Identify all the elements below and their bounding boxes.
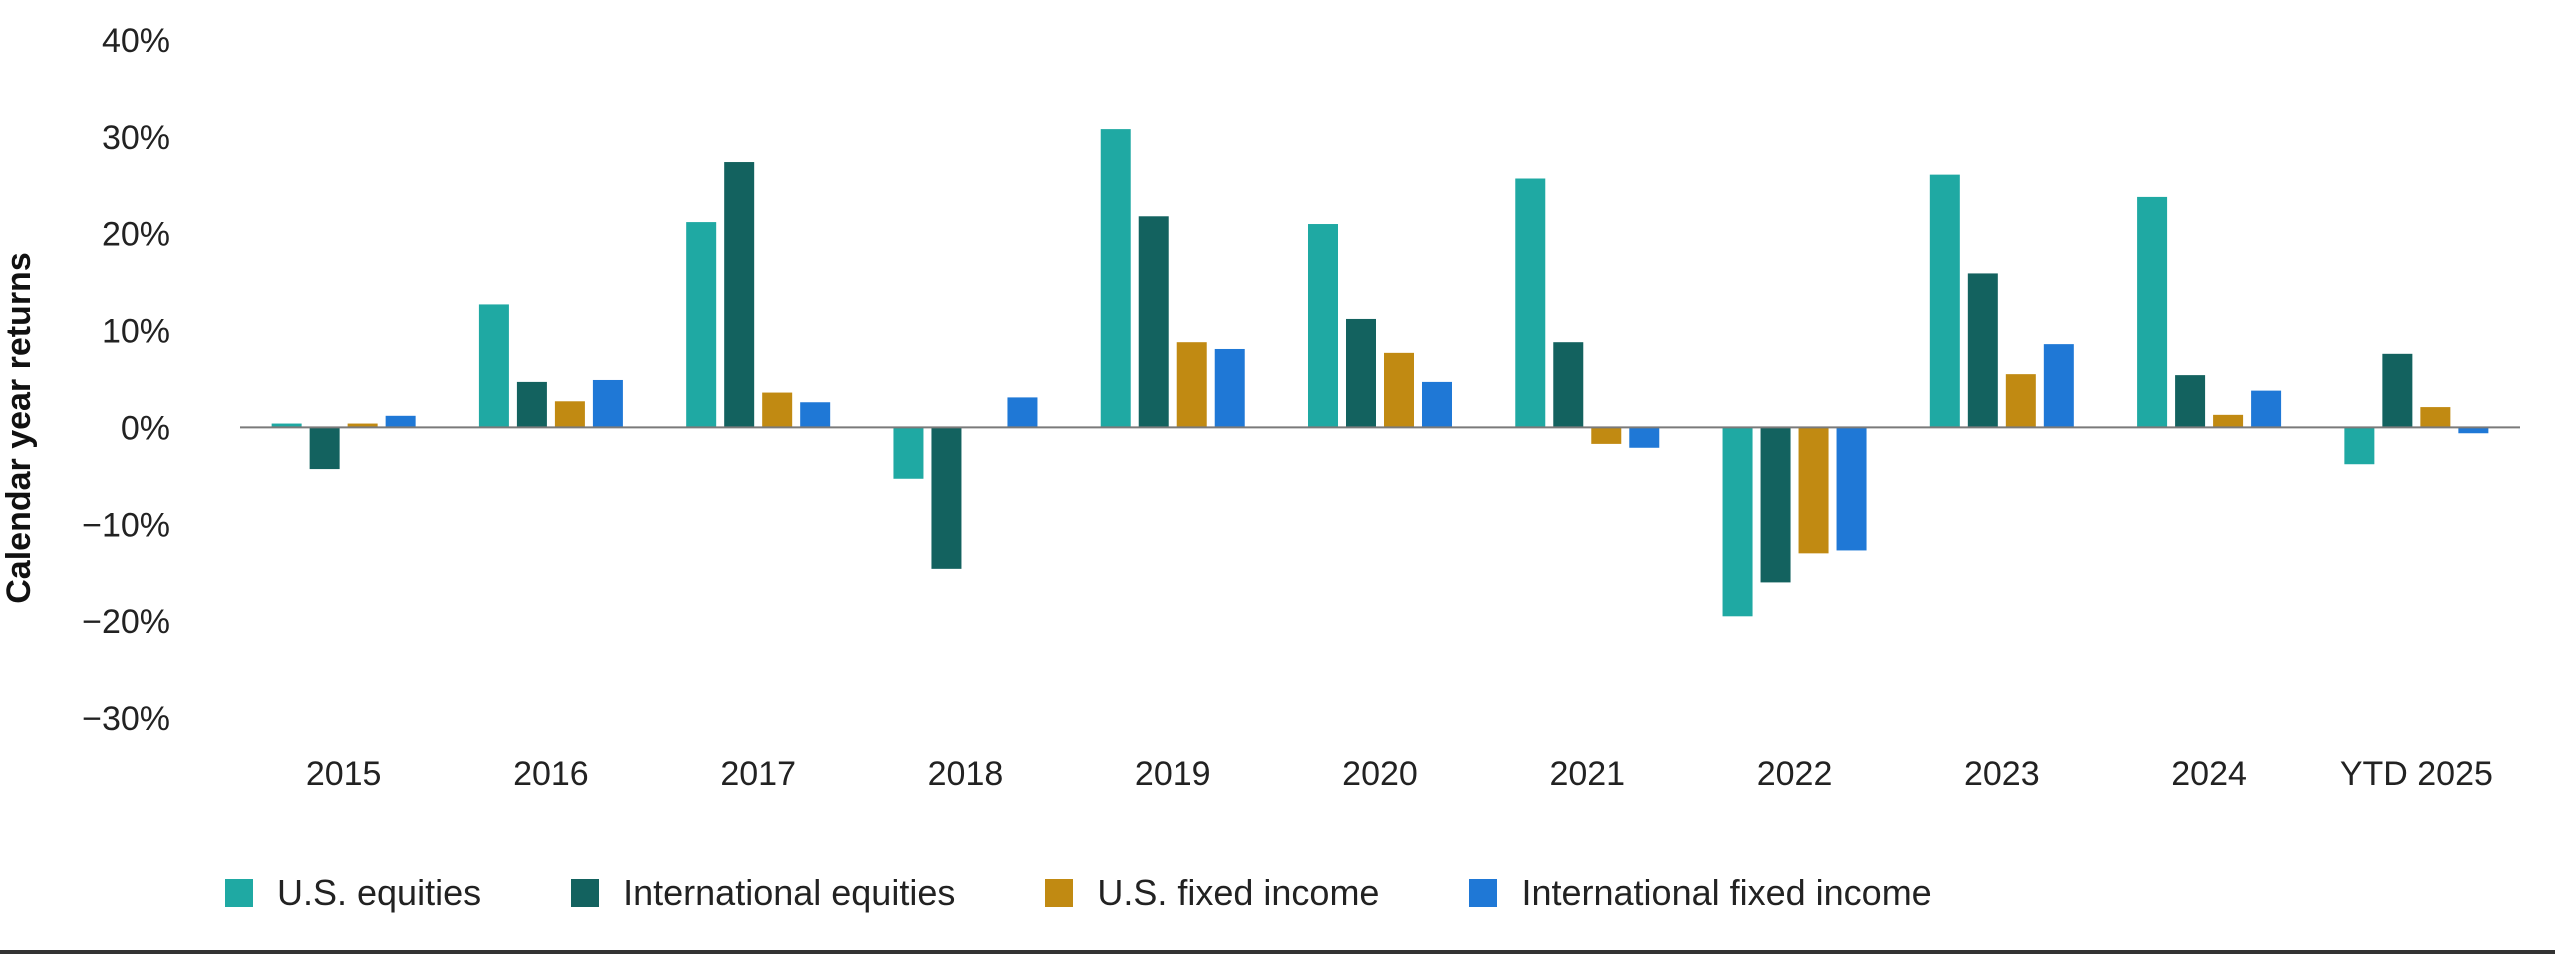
bar-u-s-fixed-income-2019 [1176,342,1207,428]
bar-u-s-equities-ytd-2025 [2344,427,2375,465]
category-label: 2021 [1549,755,1625,793]
bar-u-s-fixed-income-ytd-2025 [2420,407,2451,428]
y-tick-label: −20% [82,603,170,641]
bar-international-equities-2016 [516,381,547,428]
y-tick-label: 30% [102,119,170,157]
bar-u-s-equities-2015 [271,423,302,428]
bar-u-s-fixed-income-2016 [554,401,585,428]
y-tick-label: 20% [102,216,170,254]
bar-u-s-fixed-income-2015 [347,423,378,428]
bar-u-s-fixed-income-2023 [2005,374,2036,428]
bars [271,129,2489,617]
legend-item-us-equities: U.S. equities [225,872,481,914]
legend-item-international-equities: International equities [571,872,955,914]
bar-international-equities-ytd-2025 [2382,353,2413,428]
y-tick-label: 0% [121,409,170,447]
category-label: 2016 [513,755,589,793]
bar-international-equities-2019 [1138,216,1169,428]
y-tick-label: −30% [82,700,170,738]
legend-swatch-international-fixed-income [1469,879,1498,907]
category-label: 2019 [1135,755,1211,793]
legend-swatch-us-fixed-income [1045,879,1074,907]
bar-international-fixed-income-2024 [2251,390,2282,428]
legend-swatch-us-equities [225,879,253,907]
bar-u-s-equities-2017 [686,222,717,428]
bar-international-fixed-income-2016 [592,379,623,428]
bar-chart: Calendar year returns 40% 30% 20% 10% 0% −10%… [0,22,2520,793]
bar-u-s-fixed-income-2017 [762,392,793,428]
bar-u-s-equities-2019 [1100,129,1131,428]
bar-international-equities-2021 [1553,342,1584,428]
bar-international-fixed-income-ytd-2025 [2458,427,2489,434]
bar-international-fixed-income-2022 [1836,427,1867,551]
bar-international-fixed-income-2015 [385,415,416,428]
legend-label-international-equities: International equities [623,872,956,913]
category-label: YTD 2025 [2340,755,2493,793]
bar-u-s-equities-2021 [1515,178,1546,428]
bar-u-s-equities-2016 [478,304,509,428]
bar-u-s-equities-2023 [1929,174,1960,428]
category-label: 2018 [928,755,1004,793]
legend-item-international-fixed-income: International fixed income [1469,872,1932,914]
bar-u-s-equities-2022 [1722,427,1753,617]
legend-label-us-fixed-income: U.S. fixed income [1097,872,1380,913]
bar-international-equities-2022 [1760,427,1791,583]
bar-u-s-equities-2018 [893,427,924,479]
bar-international-equities-2020 [1346,318,1376,428]
bar-u-s-fixed-income-2024 [2213,414,2244,428]
legend: U.S. equities International equities U.S… [225,868,2022,918]
bar-u-s-fixed-income-2022 [1798,427,1829,554]
y-tick-label: 10% [102,313,170,351]
bar-international-equities-2018 [931,427,962,569]
category-label: 2020 [1342,755,1418,793]
bottom-divider [0,950,2555,954]
bar-u-s-fixed-income-2020 [1384,352,1414,428]
y-tick-label: 40% [102,22,170,60]
category-label: 2023 [1964,755,2040,793]
bar-international-equities-2024 [2175,375,2206,428]
legend-swatch-international-equities [571,879,600,907]
bar-international-fixed-income-2018 [1007,397,1038,428]
category-label: 2017 [720,755,796,793]
bar-u-s-equities-2020 [1308,224,1338,428]
y-tick-labels: 40% 30% 20% 10% 0% −10% −20% −30% [82,22,170,738]
y-tick-label: −10% [82,506,170,544]
bar-international-equities-2023 [1967,273,1998,428]
bar-international-fixed-income-2020 [1422,381,1452,428]
y-axis-title: Calendar year returns [0,252,38,604]
bar-international-equities-2015 [309,427,340,470]
bar-u-s-fixed-income-2021 [1591,427,1622,444]
bar-international-fixed-income-2023 [2043,344,2074,428]
legend-item-us-fixed-income: U.S. fixed income [1045,872,1379,914]
bar-u-s-equities-2024 [2137,196,2168,428]
bar-international-equities-2017 [724,162,755,428]
legend-label-international-fixed-income: International fixed income [1521,872,1932,913]
category-labels: 2015 2016 2017 2018 2019 2020 2021 2022 2023 2024… [306,755,2493,793]
bar-international-fixed-income-2021 [1629,427,1660,448]
category-label: 2024 [2171,755,2247,793]
bar-international-fixed-income-2019 [1214,348,1245,428]
legend-label-us-equities: U.S. equities [277,872,482,913]
category-label: 2015 [306,755,382,793]
bar-international-fixed-income-2017 [800,402,831,428]
category-label: 2022 [1757,755,1833,793]
